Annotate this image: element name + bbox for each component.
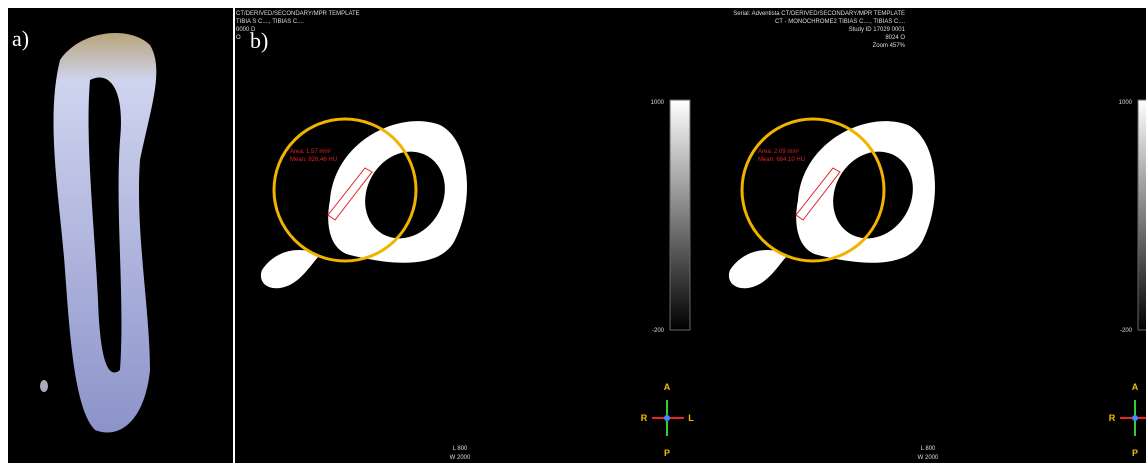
roi-label: Mean: 826,46 HU [290,157,337,163]
axis-center [1132,415,1138,421]
overlay-text: 8024 O [885,35,905,41]
window-text: L 800 [453,446,468,452]
bone-fragment [260,250,320,289]
colorbar-label: 1000 [1119,100,1133,106]
axis-center [664,415,670,421]
orientation: A [664,382,671,392]
bone-fragment [728,250,788,289]
fragment [40,380,48,392]
ct-view: Area: 1.57 mm² Mean: 826,46 HU 1000 -200 A R L… [260,99,694,461]
overlay-text: TIBIA S C...., TIBIAS C.... [236,19,304,25]
roi-outline [327,167,373,221]
roi-outline [795,167,841,221]
highlight-circle [272,117,418,263]
bone-cavity [88,77,122,373]
overlay-text: CT - MONOCHROME2 TIBIAS C...., TIBIAS C.… [775,19,905,25]
marrow [833,151,913,239]
colorbar-label: -200 [652,328,665,334]
overlay-text: 0000 D [236,27,256,33]
colorbar [1137,99,1146,331]
colorbar-label: -200 [1120,328,1133,334]
overlay-text: Zoom 457% [873,43,906,49]
window-text: W 2000 [918,455,939,461]
panel-label: a) [12,26,29,51]
overlay-text: CT/DERIVED/SECONDARY/MPR TEMPLATE [236,11,360,17]
overlay-text: O [236,35,241,41]
orientation: R [641,413,648,423]
orientation: A [1132,382,1139,392]
orientation: P [1132,448,1138,458]
roi-label: Area: 2.09 mm² [758,149,799,155]
marrow [365,151,445,239]
overlay-text: Study ID 17029 0001 [849,27,906,33]
colorbar-label: 1000 [651,100,665,106]
orientation: R [1109,413,1116,423]
orientation: L [688,413,694,423]
window-text: W 2000 [450,455,471,461]
roi-label: Mean: 684,10 HU [758,157,805,163]
highlight-circle [740,117,886,263]
window-text: L 800 [921,446,936,452]
panel-label: b) [250,28,268,53]
colorbar [669,99,691,331]
roi-label: Area: 1.57 mm² [290,149,331,155]
overlay-text: Serial: Adventista CT/DERIVED/SECONDARY/… [733,11,905,17]
ct-view: Area: 2.09 mm² Mean: 684,10 HU 1000 -200 A R L… [728,99,1146,461]
orientation: P [664,448,670,458]
